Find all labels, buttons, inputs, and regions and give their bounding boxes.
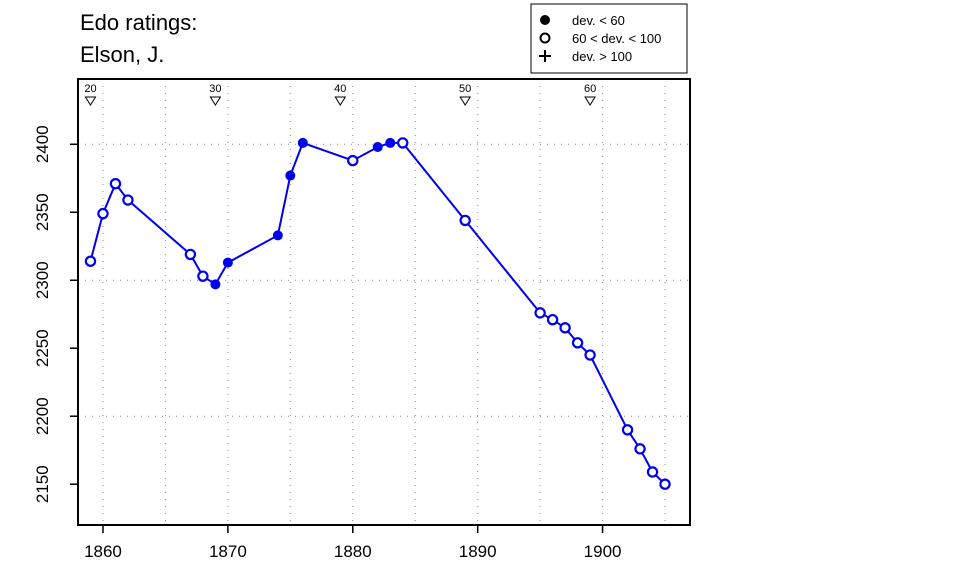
y-tick-label: 2400 (33, 125, 52, 163)
rating-point-open (634, 443, 646, 455)
y-tick-label: 2300 (33, 261, 52, 299)
x-tick-label: 1880 (334, 542, 372, 561)
y-tick-label: 2350 (33, 193, 52, 231)
plot-frame (77, 78, 691, 526)
rating-point-filled (372, 141, 383, 152)
legend-label-dev-gt-100: dev. > 100 (572, 49, 632, 64)
rating-point-filled (272, 230, 283, 241)
y-tick-label: 2200 (33, 397, 52, 435)
rating-point-open (621, 424, 634, 436)
age-marker-triangle (459, 96, 472, 106)
rating-point-filled (285, 170, 296, 181)
x-tick-label: 1900 (584, 542, 622, 561)
rating-point-open (646, 466, 659, 478)
legend-label-dev-lt-60: dev. < 60 (572, 13, 625, 28)
legend: dev. < 60 60 < dev. < 100 dev. > 100 (530, 3, 688, 74)
age-marker-label: 60 (584, 83, 596, 95)
age-marker-triangle (584, 96, 596, 106)
rating-point-filled (210, 279, 221, 290)
age-marker-label: 50 (459, 83, 471, 95)
legend-box (530, 3, 688, 74)
rating-point-open (571, 337, 584, 349)
chart-title-line-2: Elson, J. (80, 42, 165, 67)
y-tick-label: 2250 (33, 329, 52, 367)
x-tick-label: 1890 (459, 542, 497, 561)
rating-point-open (659, 478, 671, 490)
age-marker-label: 40 (334, 83, 346, 95)
rating-point-open (459, 214, 471, 227)
x-tick-label: 1870 (209, 542, 247, 561)
age-marker-triangle (84, 96, 97, 106)
rating-point-filled (297, 137, 308, 148)
rating-point-open (184, 248, 197, 261)
rating-point-open (109, 178, 122, 190)
age-marker-triangle (334, 96, 347, 106)
age-marker-label: 30 (209, 83, 221, 95)
legend-filled-circle-marker (540, 15, 550, 25)
rating-point-open (559, 322, 571, 334)
rating-point-filled (222, 257, 233, 268)
chart-title-line-1: Edo ratings: (80, 10, 198, 35)
rating-point-open (197, 270, 209, 282)
age-marker-triangle (209, 96, 222, 106)
age-marker-label: 20 (84, 83, 96, 95)
rating-point-open (397, 137, 409, 149)
rating-point-open (97, 207, 109, 220)
rating-point-open (534, 307, 546, 319)
rating-point-open (347, 154, 359, 167)
rating-series-line (89, 141, 666, 485)
legend-plus-marker (539, 50, 551, 62)
legend-open-circle-marker (539, 32, 551, 44)
y-tick-label: 2150 (33, 465, 52, 503)
rating-point-filled (385, 137, 396, 148)
legend-label-dev-60-100: 60 < dev. < 100 (572, 31, 661, 46)
rating-point-open (546, 313, 559, 326)
rating-point-open (84, 255, 97, 267)
rating-point-open (584, 349, 596, 361)
rating-point-open (122, 194, 134, 206)
x-tick-label: 1860 (84, 542, 122, 561)
